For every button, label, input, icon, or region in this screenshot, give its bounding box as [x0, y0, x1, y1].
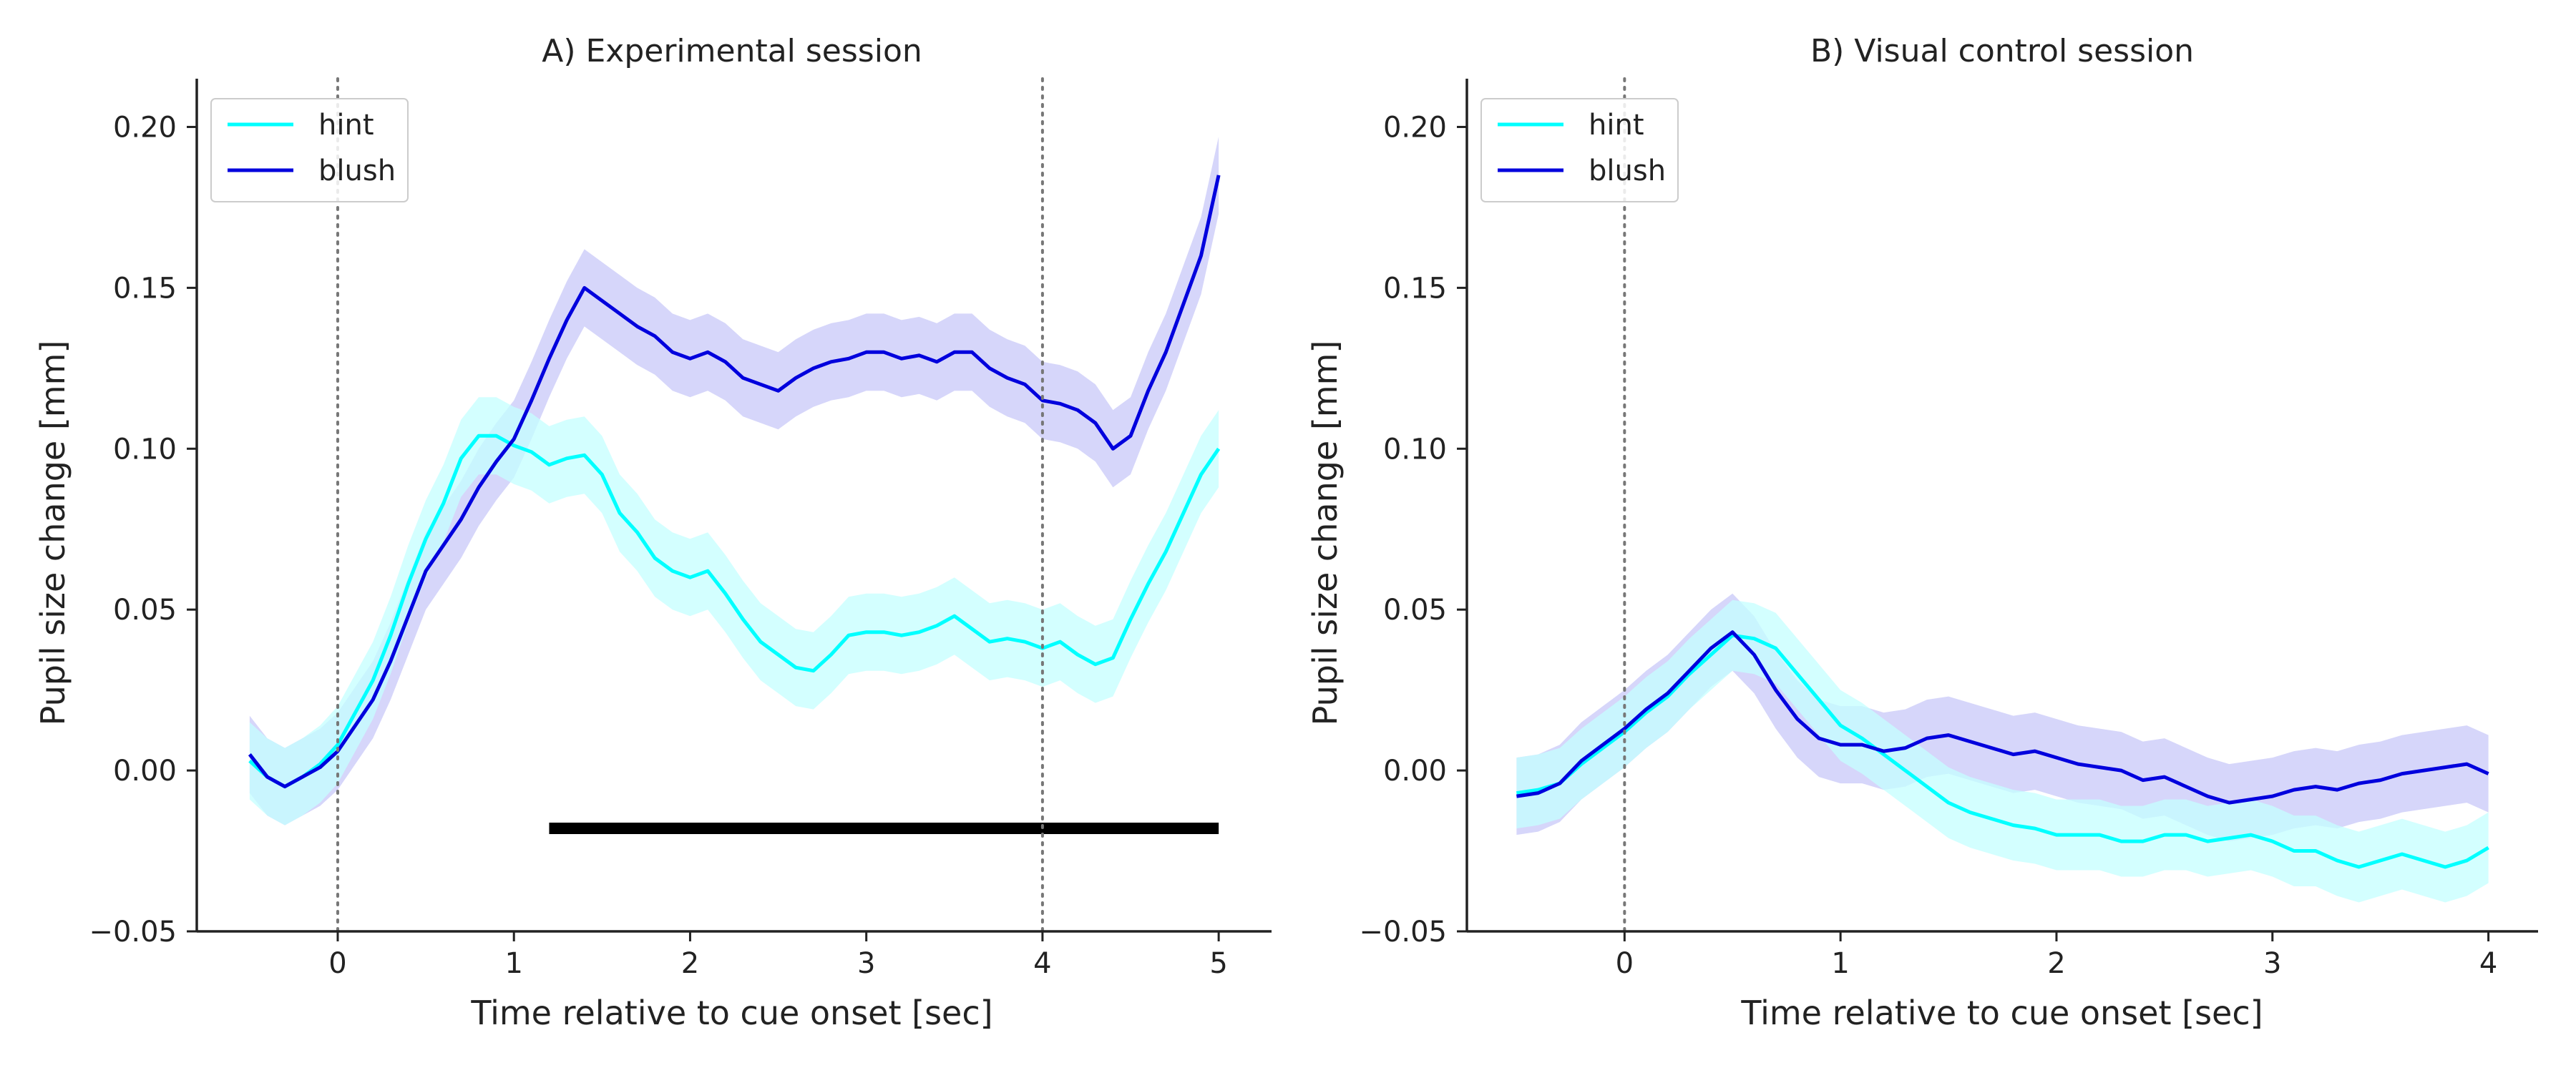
confidence-bands	[249, 137, 1219, 825]
x-axis-label: Time relative to cue onset [sec]	[470, 994, 992, 1032]
x-ticks: 0 1 2 3 4	[1616, 931, 2497, 980]
series-line-blush	[1516, 630, 2489, 805]
x-axis-label: Time relative to cue onset [sec]	[1740, 994, 2263, 1032]
panel-experimental-session: A) Experimental session 0 1 2 3 4 5 −0.05 0.00…	[34, 33, 1272, 1032]
y-tick-label: 0.05	[1383, 594, 1447, 627]
y-ticks: −0.05 0.00 0.05 0.10 0.15 0.20	[89, 111, 197, 949]
y-tick-label: 0.10	[1383, 433, 1447, 466]
x-ticks: 0 1 2 3 4 5	[328, 931, 1228, 980]
x-tick-label: 4	[2479, 947, 2497, 980]
y-tick-label: 0.20	[113, 111, 177, 144]
legend-label-hint: hint	[1589, 109, 1644, 142]
y-tick-label: 0.20	[1383, 111, 1447, 144]
legend: hint blush	[210, 98, 409, 202]
x-tick-label: 4	[1033, 947, 1051, 980]
axes	[195, 79, 1272, 933]
y-tick-label: 0.10	[113, 433, 177, 466]
y-tick-label: 0.00	[113, 755, 177, 788]
y-tick-label: 0.15	[1383, 272, 1447, 305]
y-axis-label: Pupil size change [mm]	[34, 340, 72, 726]
legend-label-hint: hint	[318, 109, 374, 142]
ci-band-hint	[1516, 599, 2489, 903]
x-tick-label: 0	[328, 947, 346, 980]
legend: hint blush	[1480, 98, 1679, 202]
y-ticks: −0.05 0.00 0.05 0.10 0.15 0.20	[1359, 111, 1467, 949]
axes	[1465, 79, 2538, 933]
y-tick-label: −0.05	[89, 916, 177, 949]
ci-band-blush	[249, 137, 1219, 825]
legend-label-blush: blush	[318, 155, 396, 187]
chart-title: A) Experimental session	[542, 33, 922, 69]
series-line-blush	[248, 175, 1221, 789]
confidence-bands	[1516, 593, 2489, 903]
x-tick-label: 2	[681, 947, 699, 980]
x-tick-label: 1	[1831, 947, 1849, 980]
x-tick-label: 3	[2263, 947, 2281, 980]
y-tick-label: 0.15	[113, 272, 177, 305]
x-tick-label: 0	[1616, 947, 1634, 980]
series-line-hint	[1516, 633, 2489, 869]
x-tick-label: 5	[1209, 947, 1227, 980]
y-tick-label: 0.05	[113, 594, 177, 627]
x-tick-label: 3	[857, 947, 875, 980]
y-axis-label: Pupil size change [mm]	[1306, 340, 1345, 726]
chart-title: B) Visual control session	[1810, 33, 2194, 69]
x-tick-label: 1	[504, 947, 522, 980]
y-tick-label: 0.00	[1383, 755, 1447, 788]
x-tick-label: 2	[2047, 947, 2065, 980]
legend-label-blush: blush	[1589, 155, 1666, 187]
series-lines	[1516, 630, 2489, 869]
ci-band-hint	[249, 397, 1219, 825]
series-lines	[248, 175, 1221, 789]
panel-visual-control-session: B) Visual control session 0 1 2 3 4 −0.05 0.0…	[1306, 33, 2538, 1032]
series-line-hint	[248, 433, 1221, 789]
y-tick-label: −0.05	[1359, 916, 1447, 949]
